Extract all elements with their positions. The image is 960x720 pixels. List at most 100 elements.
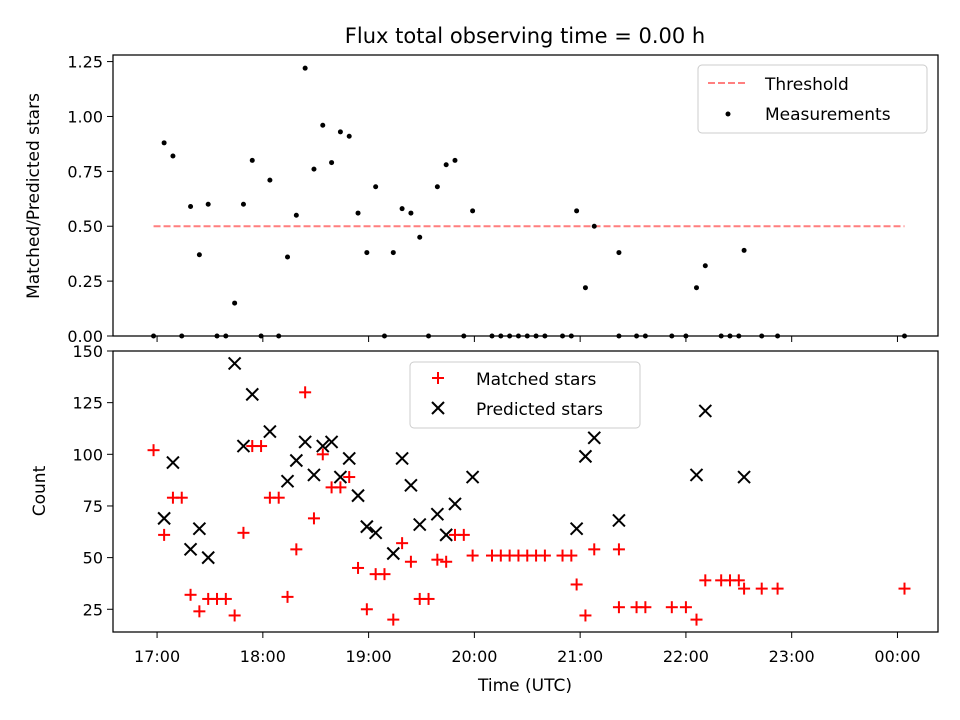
bottom-x-tick-label: 23:00	[769, 647, 815, 666]
top-y-tick-label: 1.25	[67, 53, 103, 72]
matched-star-point	[422, 592, 435, 605]
chart-title: Flux total observing time = 0.00 h	[345, 24, 705, 48]
measurement-point	[320, 122, 326, 128]
bottom-axes-frame	[112, 350, 939, 633]
matched-star-point	[378, 568, 391, 581]
measurement-point	[170, 153, 176, 159]
matched-star-point	[316, 448, 329, 461]
predicted-star-point	[192, 521, 207, 536]
predicted-star-point	[280, 474, 295, 488]
predicted-star-point	[245, 387, 259, 402]
measurement-point	[285, 254, 291, 260]
matched-star-point	[404, 555, 417, 568]
measurement-point	[311, 166, 317, 172]
predicted-star-point	[737, 470, 751, 484]
top-y-axis: 0.00 0.25 0.50 0.75 1.00 1.25	[67, 53, 113, 346]
matched-star-point	[679, 601, 692, 614]
matched-star-point	[565, 549, 578, 562]
predicted-star-point	[183, 542, 198, 557]
legend-measurements-label: Measurements	[765, 105, 891, 125]
bottom-y-tick-label: 150	[72, 342, 103, 361]
matched-star-point	[732, 574, 745, 587]
matched-star-point	[255, 440, 268, 453]
top-legend-box	[697, 64, 928, 134]
bottom-y-tick-label: 100	[72, 445, 103, 464]
matched-star-point	[184, 588, 197, 601]
matched-star-point	[334, 481, 347, 494]
matched-star-point	[771, 582, 784, 595]
predicted-star-point	[316, 439, 330, 453]
top-axes-frame	[112, 54, 939, 337]
legend-measurements-swatch	[725, 111, 731, 117]
measurement-point	[188, 203, 194, 209]
matched-star-point	[440, 555, 453, 568]
legend-matched-swatch	[432, 372, 444, 384]
top-y-tick-label: 0.00	[67, 327, 103, 346]
measurement-point	[337, 129, 343, 135]
predicted-star-point	[307, 468, 321, 482]
predicted-star-point	[386, 546, 400, 561]
predicted-star-point	[298, 435, 312, 449]
measurement-point	[434, 184, 440, 190]
bottom-x-tick-label: 17:00	[134, 647, 180, 666]
matched-star-point	[175, 491, 188, 504]
matched-star-point	[466, 549, 479, 562]
predicted-star-point	[689, 468, 704, 482]
top-x-ticks	[156, 336, 898, 342]
measurement-point	[267, 177, 273, 183]
matched-star-point	[360, 603, 373, 616]
bottom-x-tick-label: 19:00	[346, 647, 392, 666]
predicted-star-point	[698, 404, 713, 418]
measurement-point	[390, 250, 396, 256]
matched-star-point	[639, 601, 652, 614]
measurement-point	[196, 252, 202, 258]
measurement-point	[470, 208, 476, 214]
matched-star-point	[665, 601, 678, 614]
predicted-star-point	[227, 356, 242, 371]
matched-star-point	[588, 543, 601, 556]
matched-star-point	[272, 491, 285, 504]
legend-predicted-label: Predicted stars	[476, 400, 603, 420]
matched-star-point	[307, 512, 320, 525]
top-panel: 0.00 0.25 0.50 0.75 1.00 1.25 Matched/Predict…	[24, 53, 939, 346]
measurement-point	[591, 223, 597, 229]
matched-star-point	[352, 561, 365, 574]
matched-star-point	[299, 386, 312, 399]
bottom-y-tick-label: 125	[72, 394, 103, 413]
top-y-tick-label: 0.75	[67, 162, 103, 181]
bottom-y-tick-label: 25	[83, 600, 103, 619]
top-plot-area	[151, 65, 908, 339]
matched-star-point	[431, 553, 444, 566]
measurement-point	[616, 250, 622, 256]
bottom-x-tick-label: 20:00	[451, 647, 497, 666]
measurement-point	[293, 212, 299, 218]
predicted-star-point	[395, 451, 409, 466]
predicted-star-point	[351, 488, 365, 503]
matched-star-point	[158, 528, 171, 541]
matched-star-point	[290, 543, 303, 556]
matched-star-point	[147, 444, 160, 457]
bottom-panel: 25 50 75 100 125 150 17:00 18:00 19:00 20:00 21:0…	[30, 342, 939, 696]
bottom-y-axis-label: Count	[30, 465, 50, 516]
measurement-point	[399, 206, 405, 212]
measurement-point	[355, 210, 361, 216]
measurement-point	[364, 250, 370, 256]
matched-star-point	[538, 549, 551, 562]
measurement-point	[249, 157, 255, 163]
matched-star-point	[690, 613, 703, 626]
measurement-point	[741, 247, 747, 253]
predicted-star-point	[587, 431, 601, 445]
bottom-x-tick-label: 18:00	[240, 647, 286, 666]
matched-star-point	[612, 543, 625, 556]
predicted-star-point	[360, 519, 374, 534]
predicted-star-point	[439, 528, 453, 542]
matched-star-point	[570, 578, 583, 591]
bottom-x-tick-label: 21:00	[557, 647, 603, 666]
predicted-star-point	[612, 513, 626, 528]
predicted-star-point	[430, 507, 445, 521]
predicted-star-point	[465, 470, 480, 484]
matched-star-point	[387, 613, 400, 626]
matched-star-point	[738, 582, 751, 595]
matched-star-point	[579, 609, 592, 622]
